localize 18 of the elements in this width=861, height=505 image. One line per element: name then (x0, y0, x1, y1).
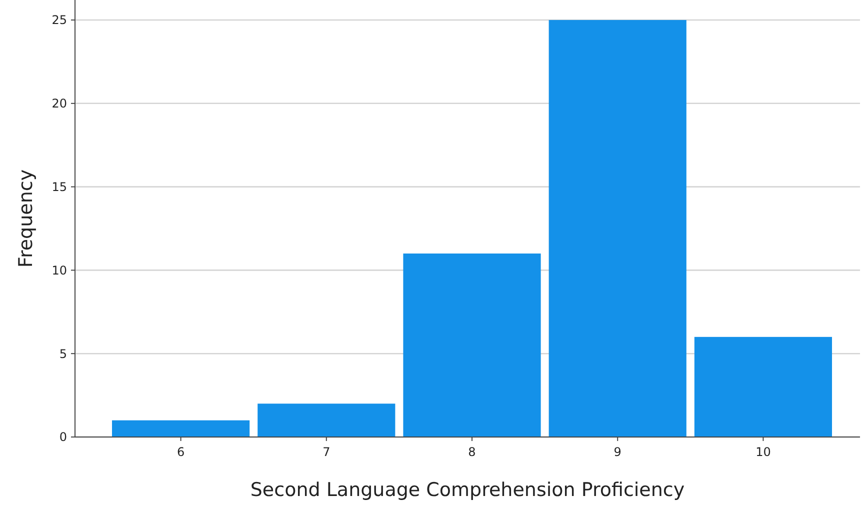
bar (112, 420, 250, 437)
x-axis-title: Second Language Comprehension Proficiency (250, 479, 685, 501)
x-tick-label: 9 (614, 445, 622, 459)
x-tick-label: 10 (756, 445, 771, 459)
x-tick-label: 7 (322, 445, 330, 459)
y-tick-label: 5 (59, 346, 67, 361)
y-tick-label: 10 (52, 263, 67, 278)
bar (694, 336, 832, 437)
y-tick-label: 20 (52, 96, 67, 111)
x-tick-label: 8 (468, 445, 476, 459)
y-tick-label: 15 (52, 180, 67, 194)
bar (548, 20, 686, 437)
y-tick-label: 25 (52, 13, 67, 28)
y-tick-label: 0 (59, 430, 67, 444)
x-tick-label: 6 (176, 445, 185, 459)
bar (258, 404, 396, 437)
bar (403, 254, 541, 437)
y-axis-title: Frequency (15, 169, 37, 268)
